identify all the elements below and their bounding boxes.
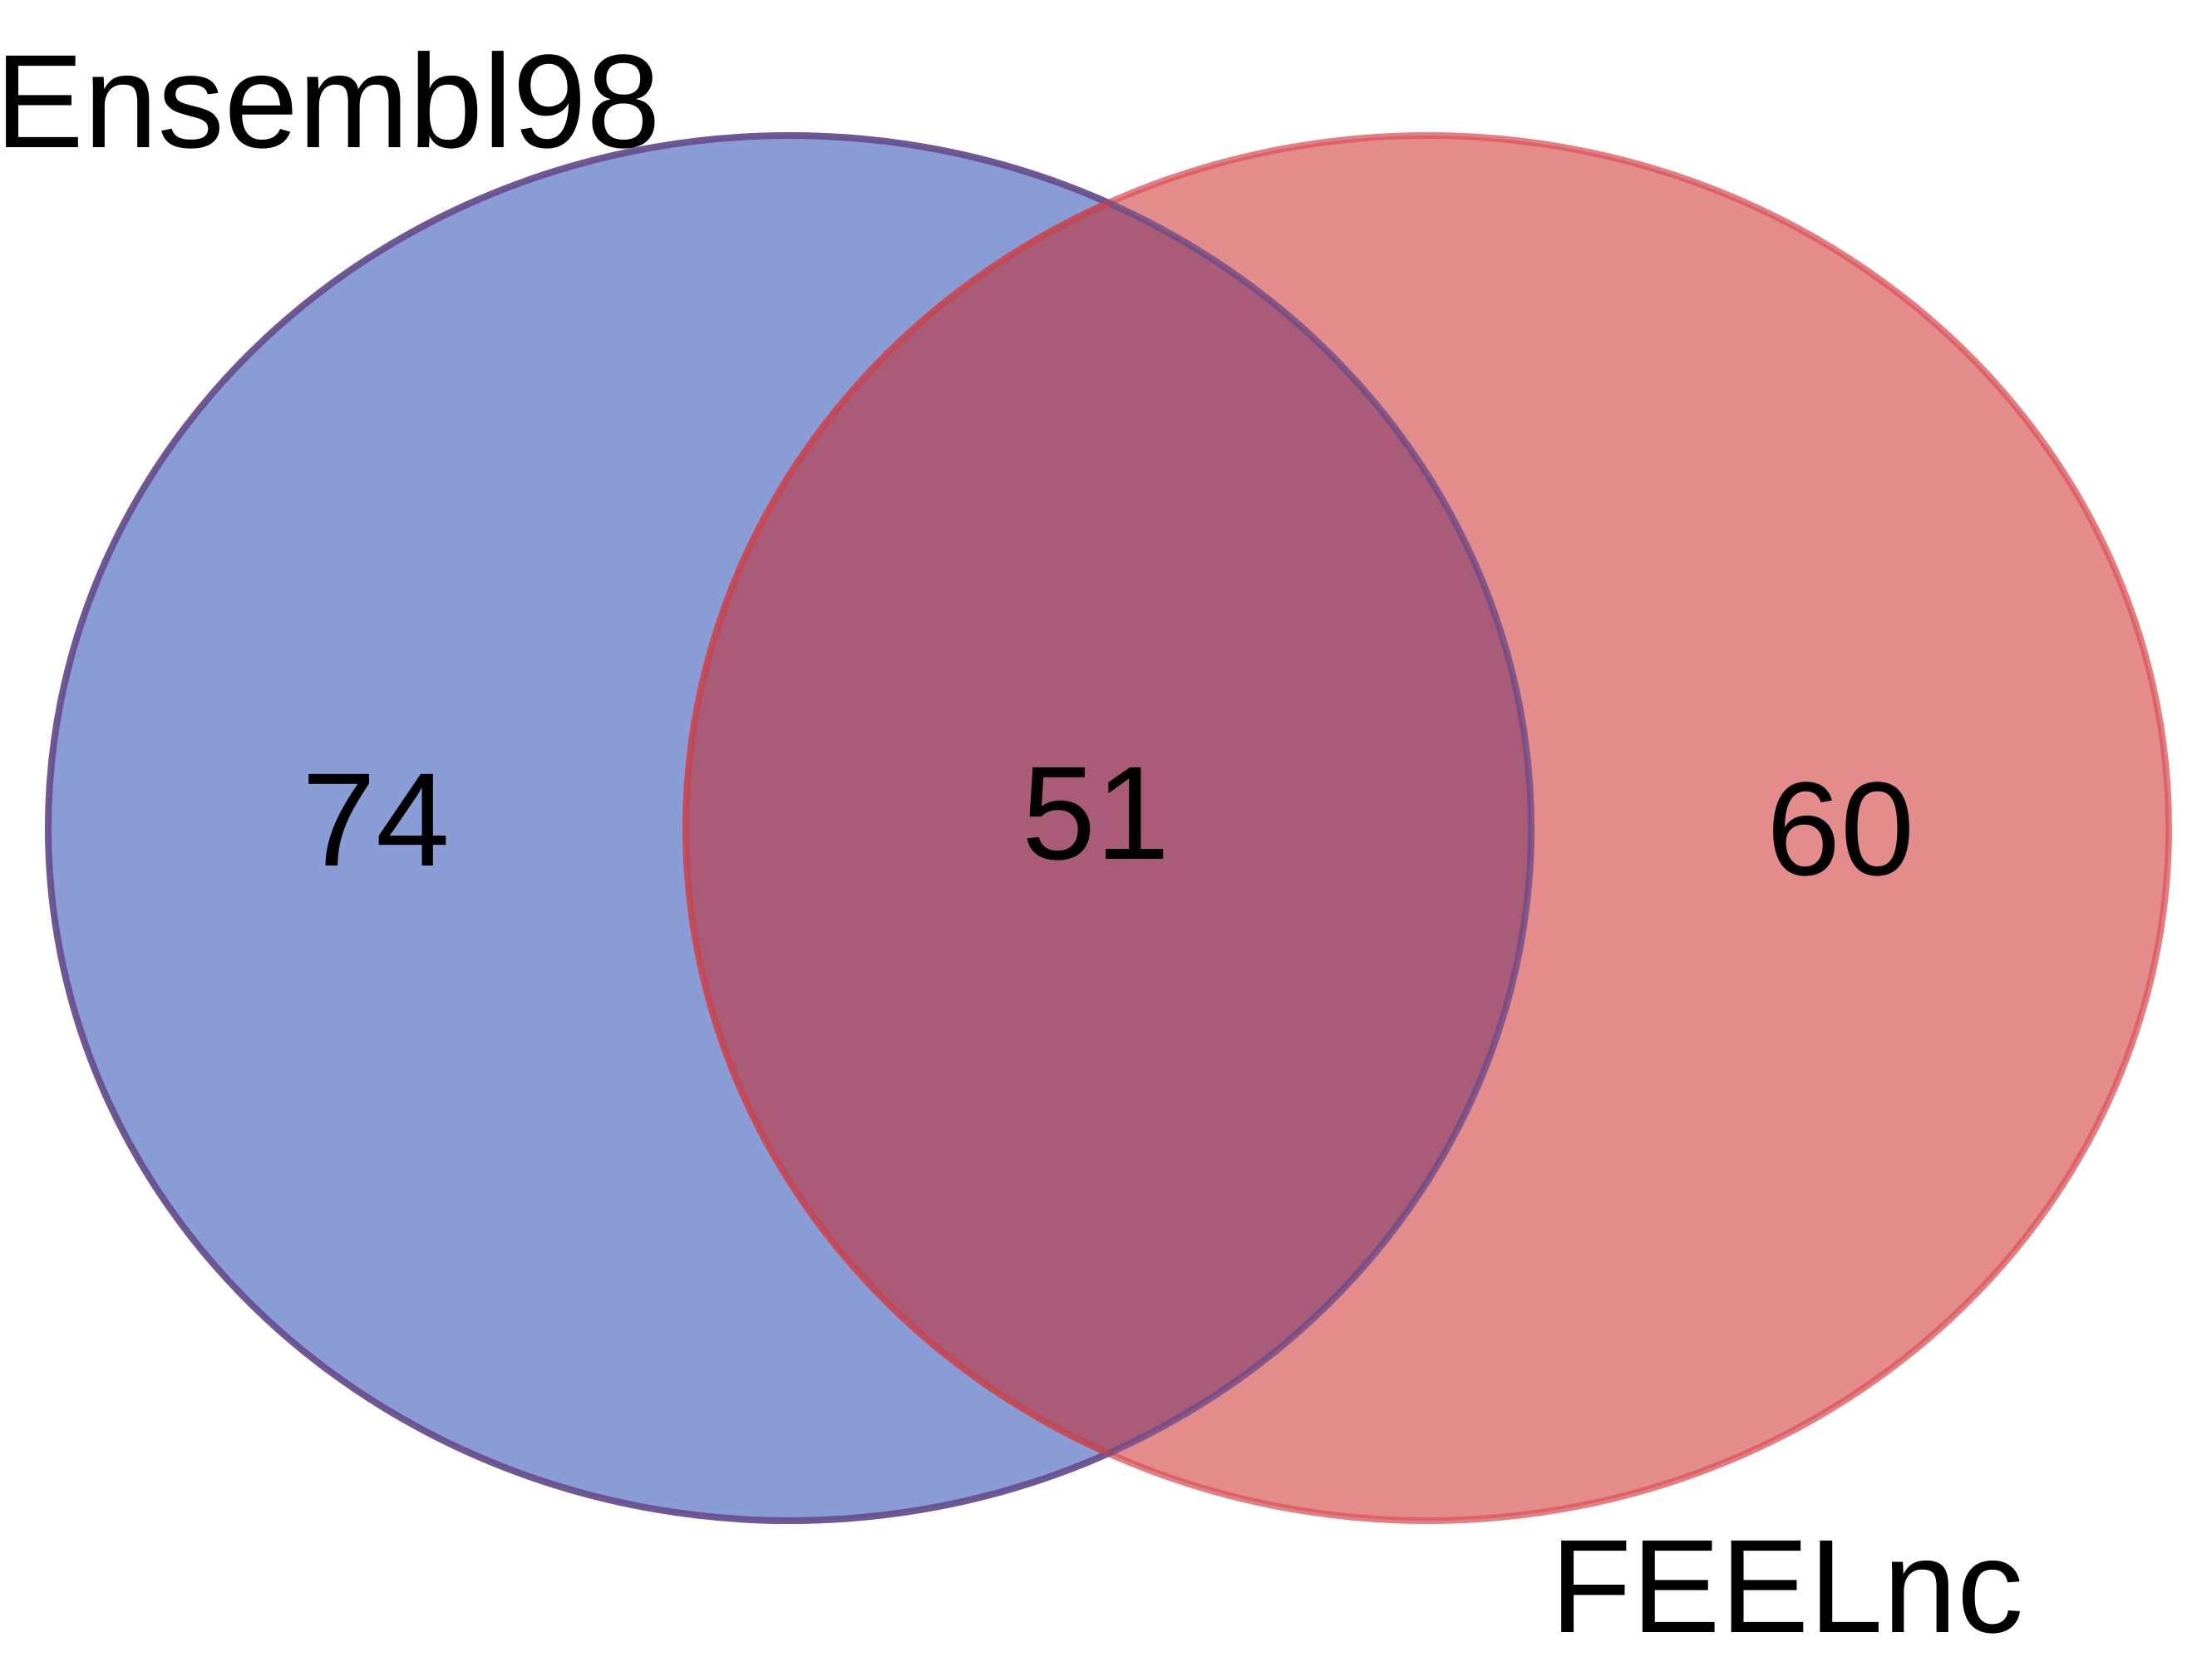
intersection-count: 51 xyxy=(1022,738,1170,887)
ensembl98-label: Ensembl98 xyxy=(0,27,660,175)
feelnc-outline xyxy=(682,136,1531,1521)
ensembl98-only-count: 74 xyxy=(302,745,450,894)
feelnc-only-count: 60 xyxy=(1766,754,1914,903)
ensembl98-outline xyxy=(45,132,1535,1524)
intersection-region xyxy=(686,136,1531,1521)
feelnc-label: FEELnc xyxy=(1550,1512,2023,1660)
